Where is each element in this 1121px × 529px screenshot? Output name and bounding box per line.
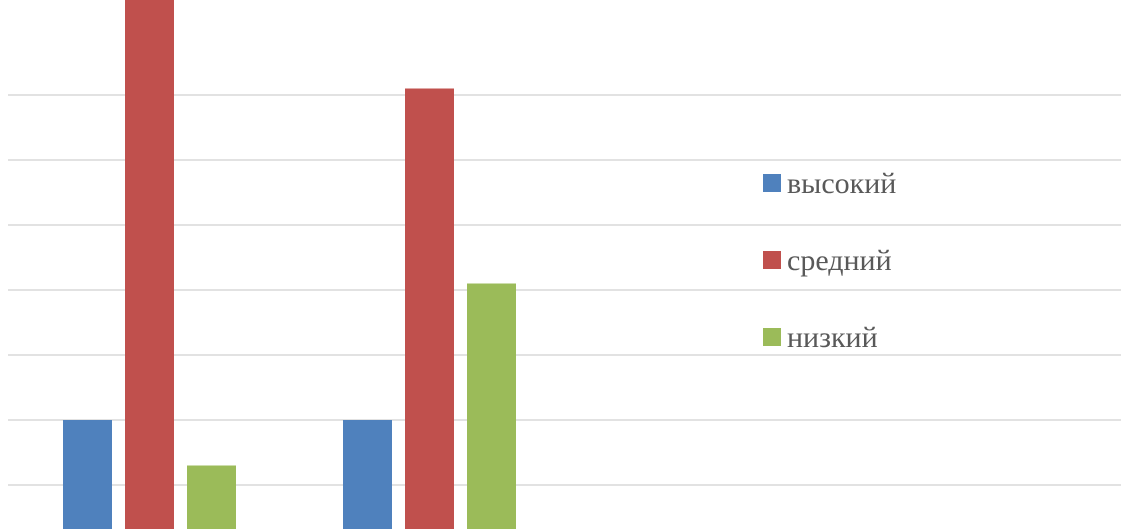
bar-высокий-2: [343, 420, 392, 529]
legend-label-средний: средний: [787, 244, 892, 277]
bar-низкий-2: [467, 283, 516, 529]
legend: высокий средний низкий: [763, 167, 896, 354]
legend-label-низкий: низкий: [787, 321, 878, 354]
legend-swatch-высокий: [763, 174, 781, 192]
bar-средний-1: [125, 0, 174, 529]
bar-средний-2: [405, 88, 454, 529]
bar-высокий-1: [63, 420, 112, 529]
legend-swatch-низкий: [763, 328, 781, 346]
legend-swatch-средний: [763, 251, 781, 269]
gridlines: [8, 94, 1121, 486]
bar-низкий-1: [187, 465, 236, 529]
legend-label-высокий: высокий: [787, 167, 896, 200]
bar-series-group: [63, 0, 516, 529]
